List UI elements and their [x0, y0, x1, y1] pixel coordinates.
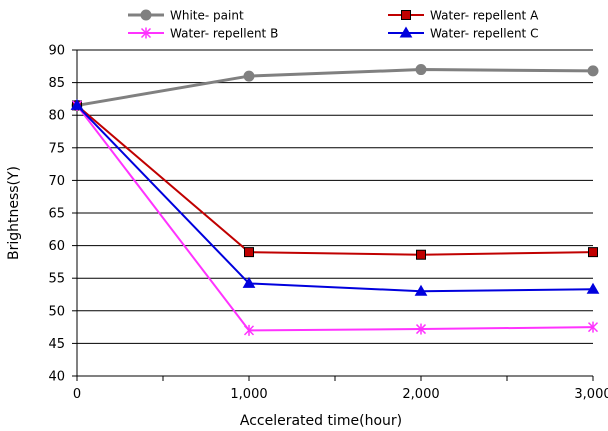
series-1-point [415, 64, 427, 76]
series-4 [70, 98, 600, 296]
legend-marker [401, 10, 411, 20]
x-tick-label: 0 [73, 387, 81, 402]
series-3-line [76, 104, 594, 332]
series-4-point [414, 284, 428, 296]
legend-label: Water- repellent C [430, 27, 538, 41]
series-3-point [243, 324, 255, 336]
series-1-point [243, 70, 255, 82]
series-1-line [76, 68, 594, 107]
legend-item: Water- repellent C [388, 27, 538, 41]
legend-marker [399, 26, 413, 38]
x-tick-labels: 0 1,000 2,000 3,000 [73, 387, 608, 402]
series-2-point [244, 247, 254, 258]
series-2-line [76, 104, 594, 256]
y-tick-label: 60 [48, 239, 65, 254]
x-axis-title: Accelerated time(hour) [240, 413, 402, 429]
legend-item: Water- repellent B [128, 27, 278, 41]
legend-item: Water- repellent A [388, 9, 539, 23]
series-2 [72, 100, 598, 260]
legend-item: White- paint [128, 9, 244, 23]
grid-lines [77, 49, 593, 344]
y-tick-label: 40 [48, 370, 65, 385]
y-tick-label: 55 [48, 272, 65, 287]
legend-label: Water- repellent A [430, 9, 539, 23]
series-group [70, 64, 600, 336]
y-tick-label: 50 [48, 304, 65, 319]
y-axis-title: Brightness(Y) [6, 166, 22, 260]
series-4-point [242, 276, 256, 288]
series-2-point [588, 247, 598, 258]
y-tick-label: 70 [48, 174, 65, 189]
legend: White- paint Water- repellent A Water- rep… [128, 9, 539, 41]
series-4-point [70, 98, 84, 110]
y-tick-label: 75 [48, 141, 65, 156]
series-1-point [587, 65, 599, 77]
y-tick-label: 45 [48, 337, 65, 352]
series-3 [71, 99, 599, 336]
y-tick-label: 90 [48, 44, 65, 59]
y-tick-labels: 40 45 50 55 60 65 70 75 80 85 90 [48, 44, 65, 385]
series-4-point [586, 282, 600, 294]
series-2-point [416, 249, 426, 260]
x-tick-label: 3,000 [574, 387, 608, 402]
x-tick-label: 1,000 [230, 387, 267, 402]
series-4-line [76, 104, 594, 293]
y-tick-label: 65 [48, 207, 65, 222]
legend-label: Water- repellent B [170, 27, 278, 41]
x-tick-label: 2,000 [402, 387, 439, 402]
y-tick-label: 85 [48, 76, 65, 91]
legend-marker [140, 27, 152, 39]
legend-label: White- paint [170, 9, 244, 23]
y-tick-label: 80 [48, 109, 65, 124]
series-3-point [587, 321, 599, 333]
series-3-point [415, 323, 427, 335]
legend-marker [140, 9, 152, 21]
axes [72, 49, 594, 381]
series-1 [71, 64, 599, 111]
